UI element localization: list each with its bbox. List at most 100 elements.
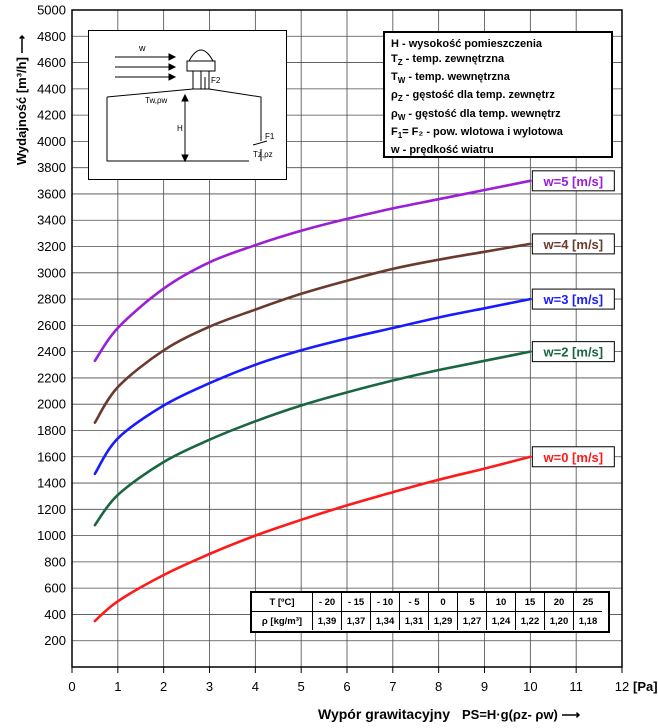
legend-symbol: ρ xyxy=(391,89,398,102)
symbol-legend: H - wysokość pomieszczenia TZ - temp. zew… xyxy=(383,31,613,158)
y-tick-label: 2200 xyxy=(37,370,66,385)
table-cell-temperature: 0 xyxy=(428,593,458,612)
legend-entry: ρZ - gęstość dla temp. zewnętrz xyxy=(391,88,605,106)
series-label: w=4 [m/s] xyxy=(543,237,604,252)
legend-description: - gęstość dla temp. zewnętrz xyxy=(402,89,555,102)
y-tick-label: 3400 xyxy=(37,213,66,228)
y-tick-label: 1000 xyxy=(37,528,66,543)
legend-symbol: T xyxy=(391,71,398,84)
table-cell-density: 1,27 xyxy=(457,611,487,630)
legend-subscript: Z xyxy=(397,94,403,104)
legend-symbol: F xyxy=(391,125,398,138)
legend-entry: ρW - gęstość dla temp. wewnętrz xyxy=(391,107,605,125)
y-tick-label: 2800 xyxy=(37,292,66,307)
series-labels: w=0 [m/s] w=2 [m/s] w=3 [m/s] w=4 [m/s] w=5 … xyxy=(531,170,615,468)
series-label: w=2 [m/s] xyxy=(543,345,604,360)
legend-subscript: Z xyxy=(397,58,403,68)
legend-description: - gęstość dla temp. wewnętrz xyxy=(405,107,561,120)
table-cell-temperature: 10 xyxy=(486,593,516,612)
y-tick-label: 4000 xyxy=(37,134,66,149)
x-tick-label: 1 xyxy=(114,679,121,694)
table-header-temperature: T [ºC] xyxy=(252,593,313,612)
table-cell-density: 1,22 xyxy=(515,611,545,630)
x-tick-label: 9 xyxy=(481,679,488,694)
table-cell-density: 1,18 xyxy=(573,611,602,630)
y-tick-label: 2600 xyxy=(37,318,66,333)
y-tick-label: 1200 xyxy=(37,502,66,517)
legend-subscript: W xyxy=(397,76,406,86)
y-tick-label: 2400 xyxy=(37,344,66,359)
height-symbol: H xyxy=(177,124,183,133)
legend-description: - prędkość wiatru xyxy=(399,143,494,156)
legend-description: - temp. wewnętrzna xyxy=(405,71,510,84)
legend-description: = F₂ - pow. wlotowa i wylotowa xyxy=(402,125,563,138)
y-tick-label: 1600 xyxy=(37,449,66,464)
y-tick-label: 1400 xyxy=(37,476,66,491)
y-axis-label: Wydajność [m³/h] ⟶ xyxy=(14,34,29,165)
legend-entry: TZ - temp. zewnętrzna xyxy=(391,52,605,70)
x-tick-label: 0 xyxy=(68,679,75,694)
table-row: T [ºC] - 20- 15- 10- 5 0 5 10 15 20 25 xyxy=(252,593,602,612)
legend-symbol: ρ xyxy=(391,107,398,120)
table-cell-temperature: - 15 xyxy=(341,593,371,612)
series-label: w=5 [m/s] xyxy=(543,174,604,189)
y-tick-label: 3600 xyxy=(37,186,66,201)
legend-symbol: w xyxy=(391,143,400,156)
series-label: w=3 [m/s] xyxy=(543,292,604,307)
table-cell-temperature: 15 xyxy=(515,593,545,612)
series-label-box xyxy=(531,288,615,310)
x-axis-formula: PS=H·g(ρz- ρw) ⟶ xyxy=(462,707,580,722)
y-tick-label: 3000 xyxy=(37,265,66,280)
y-tick-label: 200 xyxy=(44,633,66,648)
legend-entry: w - prędkość wiatru xyxy=(391,143,605,158)
series-label-box xyxy=(531,446,615,468)
series-label-box xyxy=(531,341,615,363)
series-lines xyxy=(93,179,532,623)
wind-symbol: w xyxy=(138,43,146,53)
table-cell-density: 1,37 xyxy=(341,611,371,630)
series-line-3 xyxy=(93,242,532,424)
y-tick-label: 1800 xyxy=(37,423,66,438)
y-tick-label: 600 xyxy=(44,581,66,596)
legend-description: - wysokość pomieszczenia xyxy=(398,38,543,50)
table-cell-density: 1,31 xyxy=(399,611,429,630)
y-tick-label: 2000 xyxy=(37,397,66,412)
x-axis-label: Wypór grawitacyjny xyxy=(318,706,450,722)
legend-subscript: W xyxy=(397,112,406,122)
table-cell-temperature: 25 xyxy=(573,593,602,612)
table-cell-density: 1,29 xyxy=(428,611,458,630)
series-line-4 xyxy=(93,179,532,363)
legend-subscript: 1 xyxy=(397,130,403,140)
table-cell-temperature: 5 xyxy=(457,593,487,612)
table-cell-density: 1,34 xyxy=(370,611,400,630)
axes xyxy=(71,9,623,673)
table-cell-temperature: - 20 xyxy=(312,593,342,612)
legend-entry: TW - temp. wewnętrzna xyxy=(391,70,605,88)
y-tick-label: 3200 xyxy=(37,239,66,254)
outside-conditions: Tz,ρz xyxy=(253,150,273,159)
y-tick-label: 4800 xyxy=(37,29,66,44)
legend-symbol: T xyxy=(391,53,398,65)
f1-label: F1 xyxy=(265,132,275,141)
table-cell-temperature: - 10 xyxy=(370,593,400,612)
density-table: T [ºC] - 20- 15- 10- 5 0 5 10 15 20 25 ρ [kg/m… xyxy=(250,591,610,633)
legend-description: - temp. zewnętrzna xyxy=(402,53,505,65)
x-tick-label: 11 xyxy=(569,679,583,694)
table-cell-density: 1,24 xyxy=(486,611,516,630)
x-tick-label: 10 xyxy=(523,679,537,694)
table-cell-density: 1,20 xyxy=(544,611,574,630)
x-tick-label: 5 xyxy=(298,679,305,694)
x-tick-label: 2 xyxy=(160,679,167,694)
x-tick-label: 3 xyxy=(206,679,213,694)
schematic-drawing: w F2 H Tw,ρw F1 Tz,ρz xyxy=(106,43,275,163)
schematic-diagram: w F2 H Tw,ρw F1 Tz,ρz xyxy=(88,30,287,180)
y-tick-label: 4600 xyxy=(37,55,66,70)
x-tick-label: 12 xyxy=(615,679,629,694)
y-tick-label: 4200 xyxy=(37,108,66,123)
table-cell-temperature: - 5 xyxy=(399,593,429,612)
x-tick-label: 8 xyxy=(435,679,442,694)
legend-symbol: H xyxy=(391,38,399,50)
tick-labels: 0 1 2 3 4 5 6 7 8 9 10 11 12200400600800100012001400… xyxy=(37,3,629,695)
inside-conditions: Tw,ρw xyxy=(145,96,168,105)
